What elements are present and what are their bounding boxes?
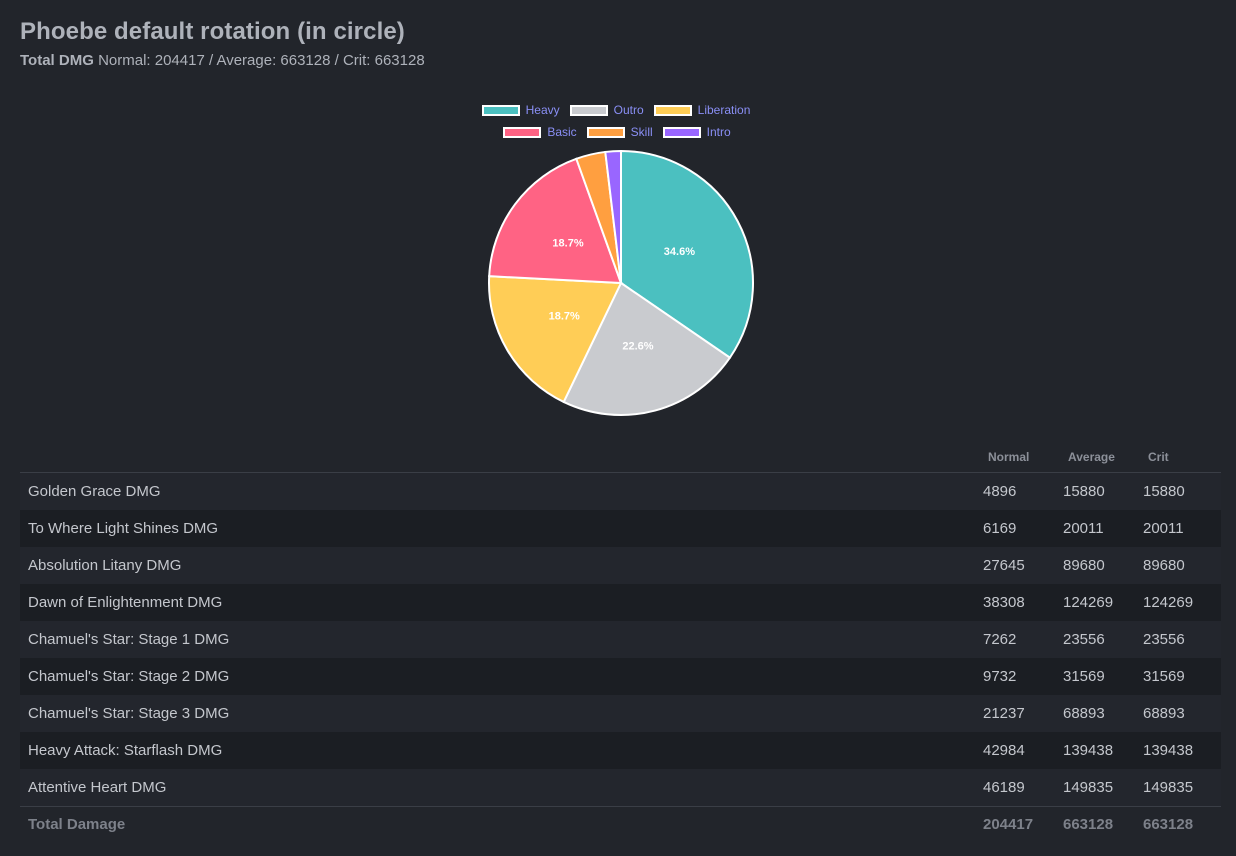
page-title: Phoebe default rotation (in circle) — [20, 18, 405, 45]
total-dmg-summary: Total DMG Normal: 204417 / Average: 6631… — [20, 52, 425, 69]
header-crit: Crit — [1143, 441, 1221, 473]
legend-swatch-liberation — [653, 104, 692, 116]
row-name: Chamuel's Star: Stage 1 DMG — [28, 631, 230, 648]
row-crit: 149835 — [1143, 779, 1194, 796]
legend-item-intro[interactable]: Intro — [662, 125, 731, 139]
row-crit: 68893 — [1143, 705, 1185, 722]
legend-item-skill[interactable]: Skill — [586, 125, 653, 139]
table-header-row: Normal Average Crit — [20, 441, 1221, 473]
pie-slice-basic[interactable] — [488, 157, 623, 285]
total-dmg-label: Total DMG — [20, 52, 94, 69]
pie-label-heavy: 34.6% — [664, 246, 695, 258]
row-average: 20011 — [1063, 520, 1104, 537]
row-normal: 4896 — [983, 483, 1017, 500]
row-crit: 31569 — [1143, 668, 1185, 685]
row-normal: 27645 — [983, 557, 1025, 574]
total-dmg-values: Normal: 204417 / Average: 663128 / Crit:… — [98, 52, 425, 69]
total-crit: 663128 — [1143, 806, 1221, 841]
legend-item-heavy[interactable]: Heavy — [481, 103, 560, 117]
total-average: 663128 — [1063, 806, 1143, 841]
row-average: 23556 — [1063, 631, 1105, 648]
row-crit: 139438 — [1143, 742, 1194, 759]
legend-label-heavy: Heavy — [525, 103, 560, 117]
row-crit: 15880 — [1143, 483, 1185, 500]
row-crit: 124269 — [1143, 594, 1194, 611]
total-normal: 204417 — [983, 806, 1063, 841]
row-name: Dawn of Enlightenment DMG — [28, 594, 223, 611]
row-average: 89680 — [1063, 557, 1105, 574]
table-row: To Where Light Shines DMG 6169 20011 200… — [20, 510, 1221, 547]
row-average: 68893 — [1063, 705, 1105, 722]
row-crit: 89680 — [1143, 557, 1185, 574]
pie-slice-liberation[interactable] — [488, 275, 623, 404]
pie-label-liberation: 18.7% — [549, 311, 580, 323]
table-row: Dawn of Enlightenment DMG 38308 124269 1… — [20, 584, 1221, 621]
row-normal: 46189 — [983, 779, 1025, 796]
pie-label-basic: 18.7% — [552, 238, 583, 250]
header-name — [20, 441, 983, 473]
row-average: 31569 — [1063, 668, 1105, 685]
pie-slice-intro[interactable] — [604, 149, 622, 284]
legend-swatch-outro — [569, 104, 608, 116]
row-normal: 7262 — [983, 631, 1017, 648]
row-name: Chamuel's Star: Stage 3 DMG — [28, 705, 230, 722]
row-name: To Where Light Shines DMG — [28, 520, 219, 537]
table-row: Chamuel's Star: Stage 1 DMG 7262 23556 2… — [20, 621, 1221, 658]
damage-table: Normal Average Crit Golden Grace DMG 489… — [20, 441, 1221, 841]
total-name: Total Damage — [20, 806, 983, 841]
row-name: Chamuel's Star: Stage 2 DMG — [28, 668, 230, 685]
row-name: Golden Grace DMG — [28, 483, 161, 500]
legend-swatch-basic — [503, 126, 542, 138]
legend-label-intro: Intro — [706, 125, 731, 139]
legend-swatch-skill — [586, 126, 625, 138]
legend-item-basic[interactable]: Basic — [503, 125, 577, 139]
table-row: Absolution Litany DMG 27645 89680 89680 — [20, 547, 1221, 584]
legend-swatch-heavy — [481, 104, 520, 116]
row-normal: 21237 — [983, 705, 1025, 722]
row-name: Attentive Heart DMG — [28, 779, 167, 796]
chart-legend-row-2: Basic Skill Intro — [0, 125, 1235, 139]
legend-label-skill: Skill — [630, 125, 653, 139]
header-normal: Normal — [983, 441, 1063, 473]
row-normal: 42984 — [983, 742, 1025, 759]
legend-item-liberation[interactable]: Liberation — [653, 103, 751, 117]
legend-label-liberation: Liberation — [697, 103, 751, 117]
legend-swatch-intro — [662, 126, 701, 138]
chart-legend-row-1: Heavy Outro Liberation — [0, 103, 1234, 117]
row-normal: 38308 — [983, 594, 1025, 611]
pie-label-outro: 22.6% — [622, 341, 653, 353]
row-average: 124269 — [1063, 594, 1114, 611]
header-average: Average — [1063, 441, 1143, 473]
table-row: Chamuel's Star: Stage 2 DMG 9732 31569 3… — [20, 658, 1221, 695]
row-normal: 6169 — [983, 520, 1017, 537]
row-average: 149835 — [1063, 779, 1114, 796]
table-row: Attentive Heart DMG 46189 149835 149835 — [20, 769, 1221, 807]
damage-pie-chart[interactable]: 34.6% 22.6% 18.7% 18.7% — [486, 148, 756, 418]
legend-label-outro: Outro — [613, 103, 644, 117]
table-row: Chamuel's Star: Stage 3 DMG 21237 68893 … — [20, 695, 1221, 732]
table-row: Golden Grace DMG 4896 15880 15880 — [20, 472, 1221, 510]
legend-item-outro[interactable]: Outro — [569, 103, 644, 117]
row-average: 15880 — [1063, 483, 1105, 500]
row-name: Heavy Attack: Starflash DMG — [28, 742, 223, 759]
table-total-row: Total Damage 204417 663128 663128 — [20, 806, 1221, 841]
row-crit: 20011 — [1143, 520, 1184, 537]
legend-label-basic: Basic — [547, 125, 577, 139]
table-row: Heavy Attack: Starflash DMG 42984 139438… — [20, 732, 1221, 769]
row-crit: 23556 — [1143, 631, 1185, 648]
row-normal: 9732 — [983, 668, 1017, 685]
pie-slice-heavy[interactable] — [620, 149, 754, 360]
row-name: Absolution Litany DMG — [28, 557, 182, 574]
row-average: 139438 — [1063, 742, 1114, 759]
